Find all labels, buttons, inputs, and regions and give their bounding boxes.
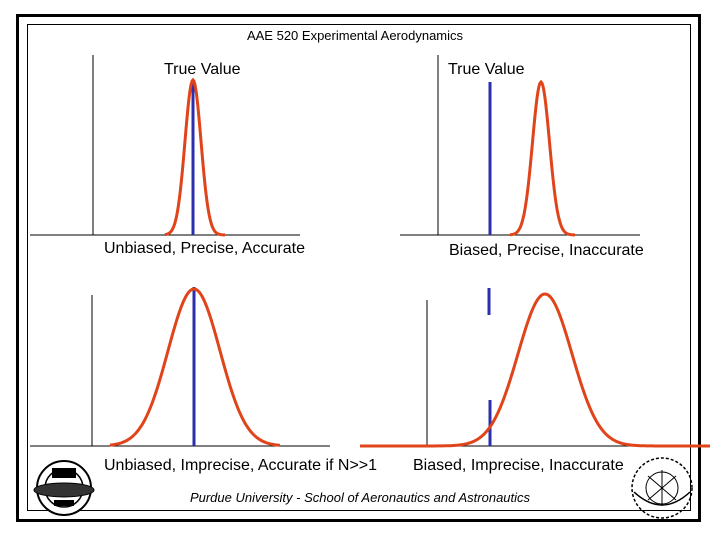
true-value-label-left: True Value (164, 61, 241, 78)
purdue-university-seal-icon (33, 460, 95, 516)
panel-top-right (400, 55, 640, 237)
distribution-curve (360, 292, 710, 448)
course-title: AAE 520 Experimental Aerodynamics (246, 28, 464, 43)
distribution-curve (109, 287, 280, 447)
caption-top-right: Biased, Precise, Inaccurate (449, 242, 644, 259)
panel-bottom-left (30, 287, 330, 447)
footer-text: Purdue University - School of Aeronautic… (189, 490, 531, 505)
panel-bottom-right (360, 288, 710, 448)
slide-inner-frame (27, 24, 691, 511)
caption-top-left: Unbiased, Precise, Accurate (104, 240, 305, 257)
slide-outer-frame (16, 14, 701, 522)
panel-top-left (30, 55, 300, 237)
purdue-university-emblem-icon (631, 457, 693, 519)
distribution-curve (509, 79, 575, 237)
true-value-label-right: True Value (448, 61, 525, 78)
caption-bottom-right: Biased, Imprecise, Inaccurate (413, 457, 624, 474)
caption-bottom-left: Unbiased, Imprecise, Accurate if N>>1 (104, 457, 378, 474)
distribution-curve (164, 77, 225, 237)
